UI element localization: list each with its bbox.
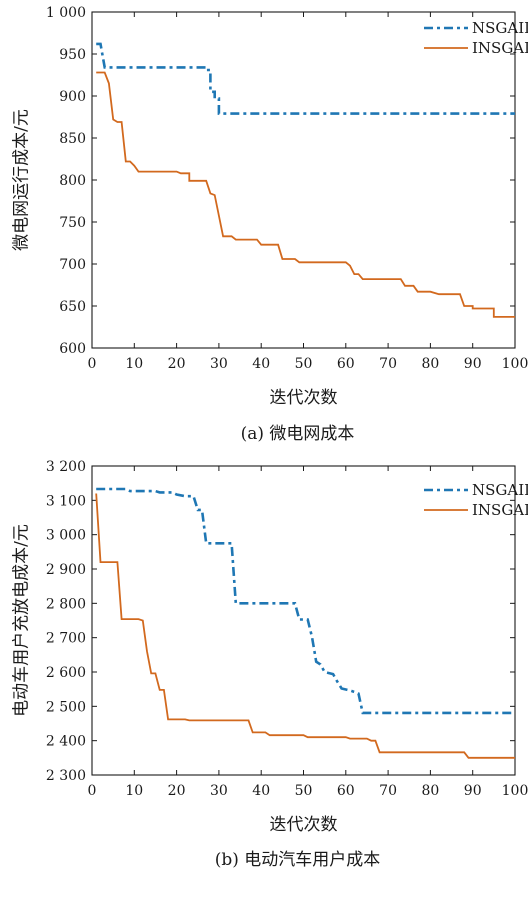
y-axis-title: 电动车用户充放电成本/元 xyxy=(12,524,32,717)
x-tick-label: 30 xyxy=(210,356,228,372)
panel-caption: (a) 微电网成本 xyxy=(241,424,355,444)
y-tick-label: 2 300 xyxy=(46,768,86,784)
y-tick-label: 800 xyxy=(59,173,86,189)
x-tick-label: 60 xyxy=(337,356,355,372)
y-tick-label: 2 900 xyxy=(46,562,86,578)
x-tick-label: 0 xyxy=(88,783,97,799)
x-tick-label: 40 xyxy=(252,783,270,799)
x-tick-label: 10 xyxy=(125,783,143,799)
y-tick-label: 600 xyxy=(59,341,86,357)
x-tick-label: 0 xyxy=(88,356,97,372)
series-line-insgaii xyxy=(96,71,515,318)
x-tick-label: 60 xyxy=(337,783,355,799)
y-tick-label: 900 xyxy=(59,89,86,105)
x-tick-label: 80 xyxy=(421,783,439,799)
y-tick-label: 3 200 xyxy=(46,459,86,475)
y-tick-label: 700 xyxy=(59,257,86,273)
legend-label-nsgaii: NSGAII xyxy=(472,19,528,37)
y-tick-label: 1 000 xyxy=(46,5,86,21)
x-tick-label: 100 xyxy=(502,783,528,799)
chart-panel-b: 0 10 20 30 40 50 60 70 80 90 100 2 300 2 400 2 500 2 6… xyxy=(12,459,528,870)
x-tick-label: 70 xyxy=(379,356,397,372)
series-line-nsgaii xyxy=(96,487,515,715)
plot-frame xyxy=(91,465,516,776)
legend-label-insgaii: INSGAII xyxy=(472,39,528,57)
series-line-nsgaii xyxy=(96,42,515,115)
x-axis-title: 迭代次数 xyxy=(270,388,338,408)
y-tick-label: 2 500 xyxy=(46,699,86,715)
x-tick-label: 80 xyxy=(421,356,439,372)
x-tick-label: 20 xyxy=(168,356,186,372)
y-tick-label: 2 700 xyxy=(46,631,86,647)
x-axis-title: 迭代次数 xyxy=(270,815,338,835)
legend-label-nsgaii: NSGAII xyxy=(472,481,528,499)
panel-caption: (b) 电动汽车用户成本 xyxy=(215,850,381,870)
y-axis-title: 微电网运行成本/元 xyxy=(12,109,32,251)
x-tick-label: 40 xyxy=(252,356,270,372)
y-tick-label: 850 xyxy=(59,131,86,147)
y-tick-label: 3 000 xyxy=(46,528,86,544)
y-tick-label: 2 600 xyxy=(46,665,86,681)
x-tick-label: 100 xyxy=(502,356,528,372)
chart-panel-a: 0 10 20 30 40 50 60 70 80 90 100 600 650 700 750 800 850… xyxy=(12,5,528,444)
x-tick-label: 50 xyxy=(295,783,313,799)
x-tick-label: 70 xyxy=(379,783,397,799)
x-tick-label: 20 xyxy=(168,783,186,799)
x-tick-label: 30 xyxy=(210,783,228,799)
plot-frame xyxy=(91,11,516,349)
y-tick-label: 2 400 xyxy=(46,734,86,750)
x-tick-label: 10 xyxy=(125,356,143,372)
y-tick-label: 750 xyxy=(59,215,86,231)
x-tick-label: 90 xyxy=(464,783,482,799)
x-tick-label: 50 xyxy=(295,356,313,372)
y-tick-label: 650 xyxy=(59,299,86,315)
legend-label-insgaii: INSGAII xyxy=(472,501,528,519)
y-tick-label: 3 100 xyxy=(46,493,86,509)
y-tick-label: 2 800 xyxy=(46,596,86,612)
y-tick-label: 950 xyxy=(59,47,86,63)
series-line-insgaii xyxy=(95,493,515,759)
x-tick-label: 90 xyxy=(464,356,482,372)
